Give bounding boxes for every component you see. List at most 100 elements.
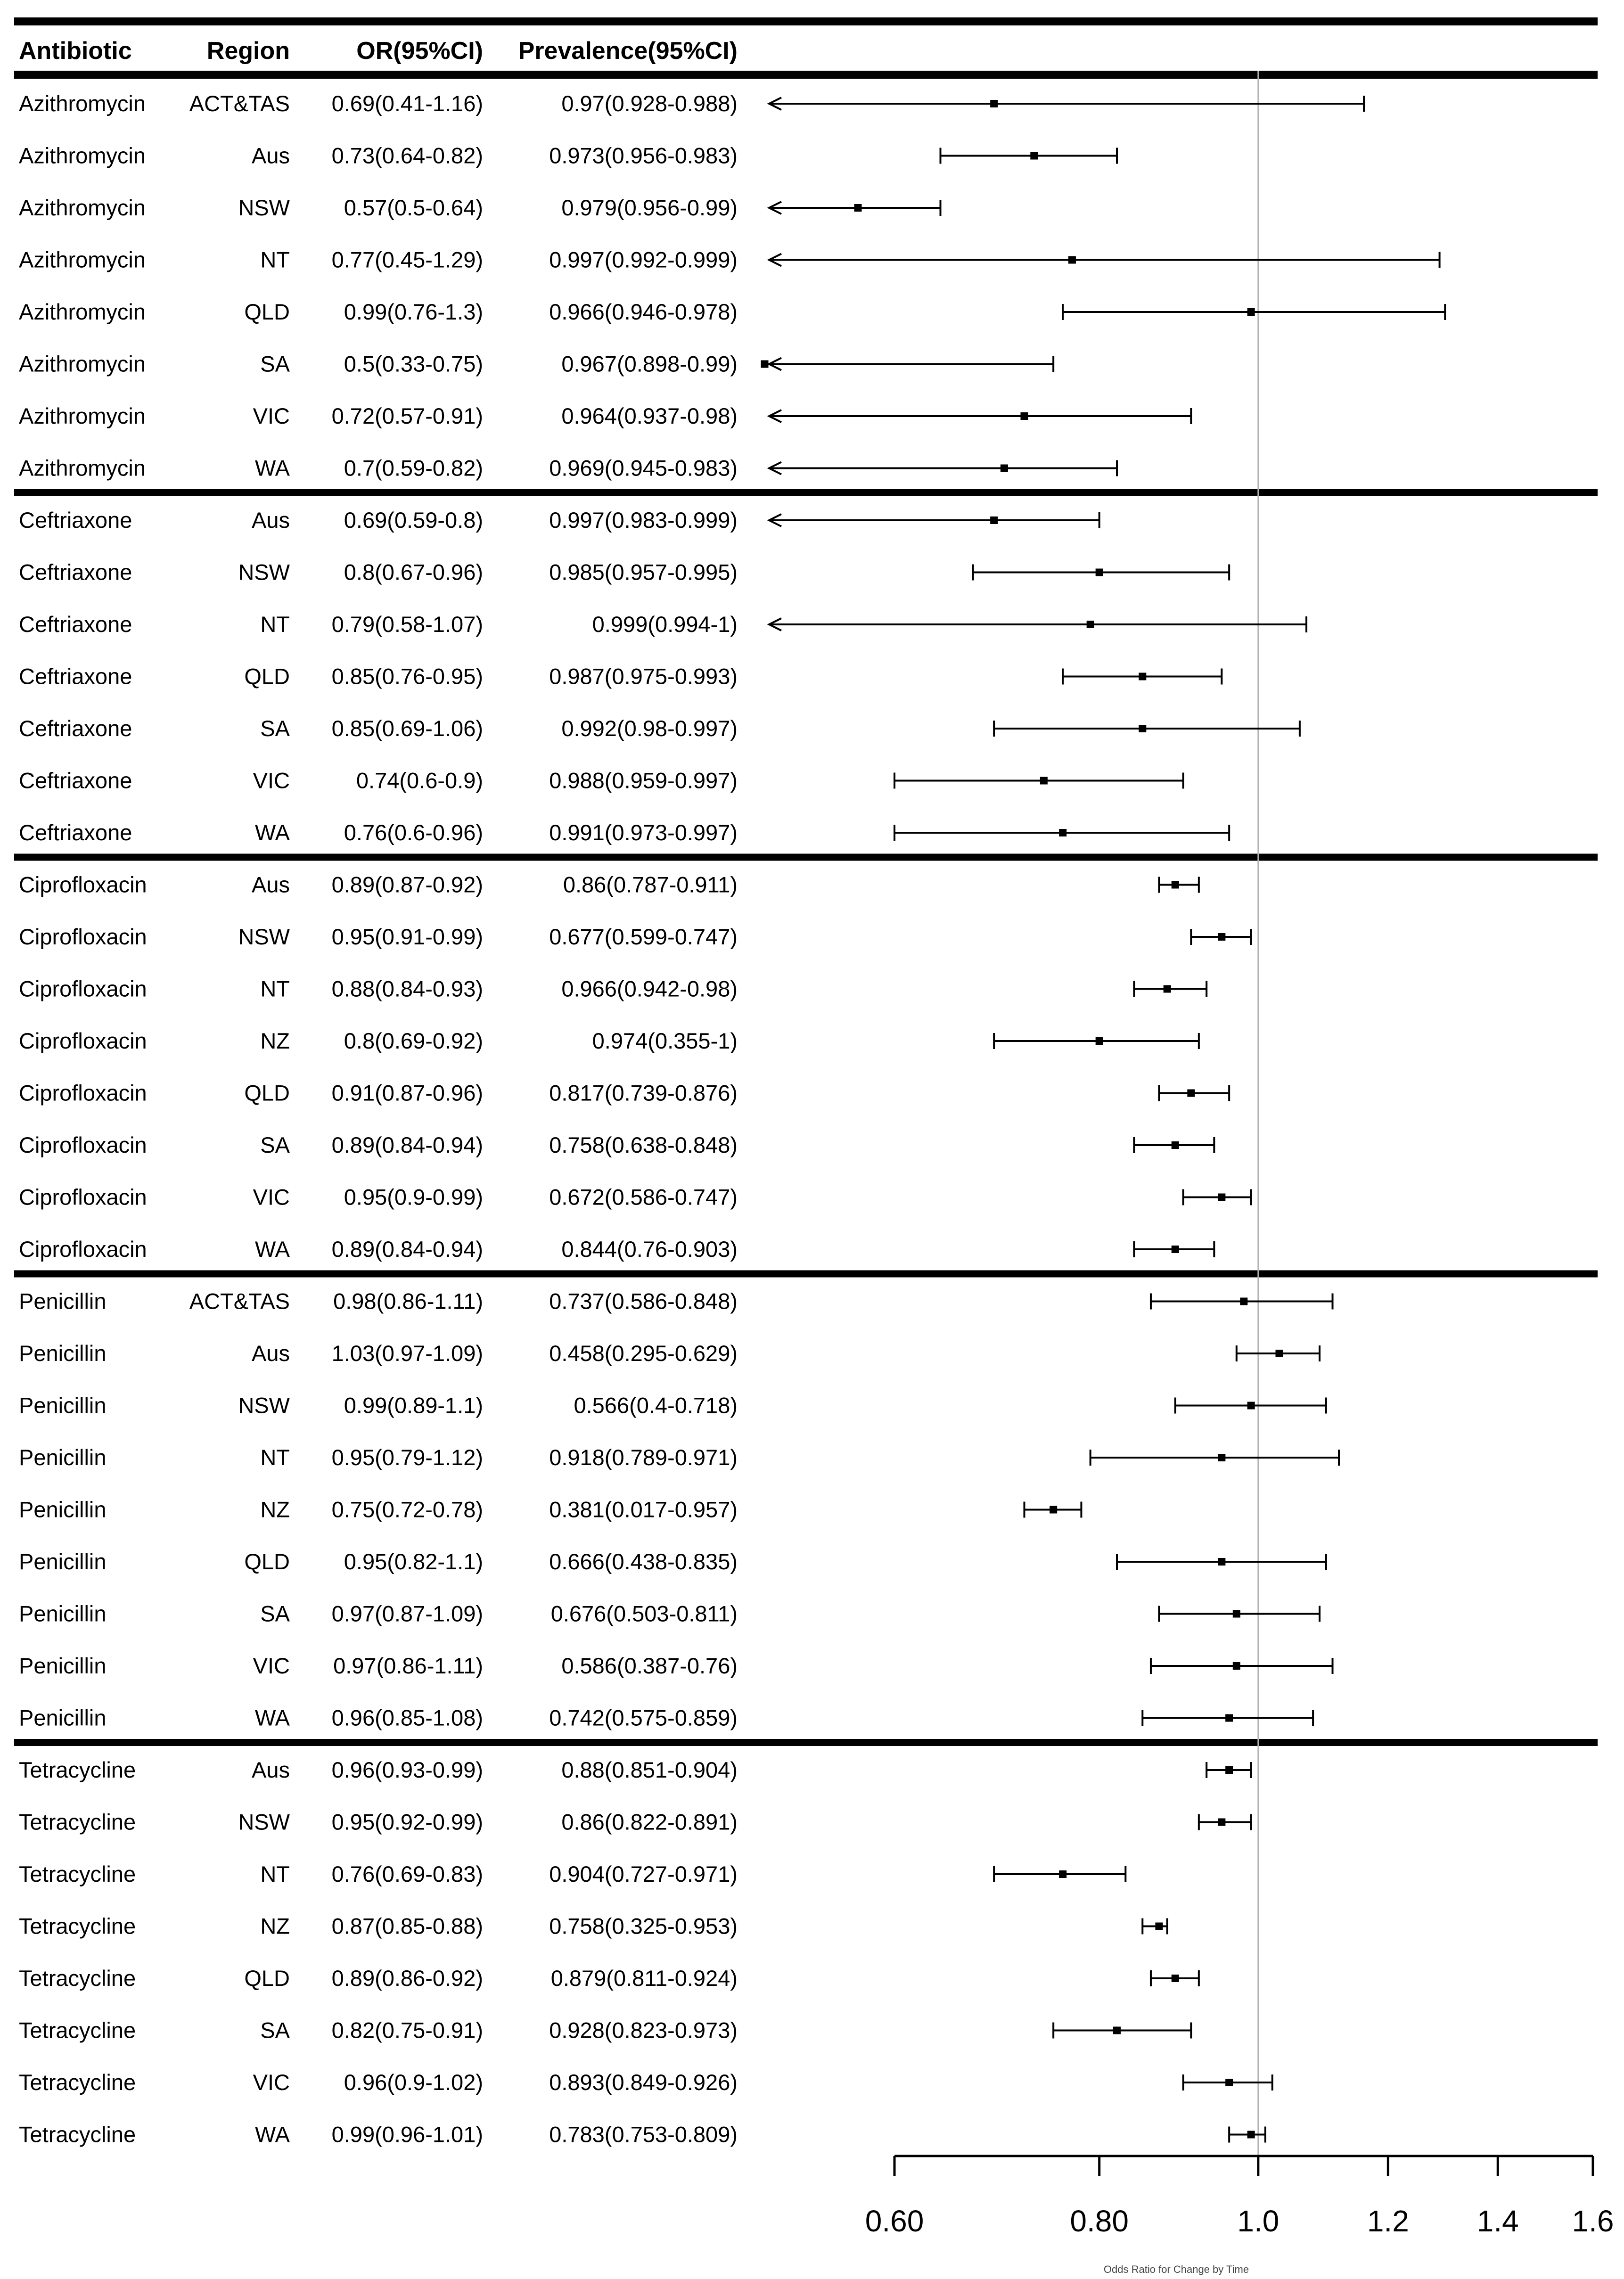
x-tick-label: 1.6 bbox=[1572, 2204, 1614, 2238]
table-row: Ciprofloxacin QLD 0.91(0.87-0.96) 0.817(0.7… bbox=[19, 1081, 1230, 1106]
header-antibiotic: Antibiotic bbox=[19, 37, 132, 65]
prevalence-ci-label: 0.966(0.942-0.98) bbox=[561, 976, 738, 1001]
table-row: Tetracycline QLD 0.89(0.86-0.92) 0.879(0.81… bbox=[19, 1966, 1200, 1991]
prevalence-ci-label: 0.964(0.937-0.98) bbox=[561, 403, 738, 428]
or-ci-label: 0.76(0.6-0.96) bbox=[344, 820, 483, 845]
antibiotic-label: Ceftriaxone bbox=[19, 716, 132, 741]
prevalence-ci-label: 0.566(0.4-0.718) bbox=[574, 1393, 738, 1418]
antibiotic-label: Azithromycin bbox=[19, 403, 146, 428]
prevalence-ci-label: 0.817(0.739-0.876) bbox=[549, 1081, 738, 1106]
point-estimate bbox=[1095, 1037, 1103, 1045]
point-estimate bbox=[1218, 1193, 1226, 1201]
group-separator bbox=[14, 853, 1598, 861]
group-separator bbox=[14, 489, 1598, 496]
or-ci-label: 0.73(0.64-0.82) bbox=[332, 143, 483, 168]
antibiotic-label: Tetracycline bbox=[19, 1861, 136, 1886]
prevalence-ci-label: 0.928(0.823-0.973) bbox=[549, 2018, 738, 2043]
table-row: Azithromycin VIC 0.72(0.57-0.91) 0.964(0.93… bbox=[19, 403, 1192, 428]
point-estimate bbox=[1086, 621, 1094, 628]
or-ci-label: 0.69(0.41-1.16) bbox=[332, 91, 483, 116]
region-label: NSW bbox=[238, 560, 290, 585]
point-estimate bbox=[1059, 1870, 1067, 1878]
region-label: NSW bbox=[238, 924, 290, 949]
antibiotic-label: Penicillin bbox=[19, 1705, 106, 1730]
ci-arrow-left bbox=[767, 513, 782, 527]
prevalence-ci-label: 0.997(0.983-0.999) bbox=[549, 508, 738, 533]
point-estimate bbox=[1155, 1922, 1163, 1930]
table-row: Penicillin ACT&TAS 0.98(0.86-1.11) 0.737(0.… bbox=[19, 1289, 1334, 1314]
region-label: WA bbox=[255, 456, 290, 481]
point-estimate bbox=[1247, 308, 1255, 316]
point-estimate bbox=[1247, 1402, 1255, 1410]
prevalence-ci-label: 0.985(0.957-0.995) bbox=[549, 560, 738, 585]
region-label: QLD bbox=[244, 299, 290, 324]
region-label: ACT&TAS bbox=[189, 1289, 290, 1314]
or-ci-label: 0.99(0.76-1.3) bbox=[344, 299, 483, 324]
antibiotic-label: Tetracycline bbox=[19, 1914, 136, 1939]
point-estimate bbox=[1232, 1662, 1240, 1670]
point-estimate bbox=[1171, 1246, 1179, 1253]
prevalence-ci-label: 0.999(0.994-1) bbox=[592, 612, 738, 637]
point-estimate bbox=[1059, 829, 1067, 836]
prevalence-ci-label: 0.904(0.727-0.971) bbox=[549, 1861, 738, 1886]
region-label: VIC bbox=[253, 2070, 290, 2095]
prevalence-ci-label: 0.88(0.851-0.904) bbox=[561, 1757, 738, 1782]
point-estimate bbox=[990, 516, 998, 524]
region-label: NSW bbox=[238, 195, 290, 220]
region-label: SA bbox=[260, 1132, 290, 1157]
header-prevalence: Prevalence(95%CI) bbox=[518, 37, 738, 65]
region-label: QLD bbox=[244, 664, 290, 689]
table-row: Azithromycin Aus 0.73(0.64-0.82) 0.973(0.95… bbox=[19, 143, 1118, 168]
antibiotic-label: Ciprofloxacin bbox=[19, 976, 147, 1001]
table-row: Penicillin WA 0.96(0.85-1.08) 0.742(0.575-0… bbox=[19, 1705, 1314, 1730]
prevalence-ci-label: 0.97(0.928-0.988) bbox=[561, 91, 738, 116]
or-ci-label: 0.8(0.69-0.92) bbox=[344, 1028, 483, 1053]
point-estimate bbox=[1218, 1454, 1226, 1461]
prevalence-ci-label: 0.992(0.98-0.997) bbox=[561, 716, 738, 741]
point-estimate bbox=[761, 360, 769, 368]
or-ci-label: 0.99(0.96-1.01) bbox=[332, 2122, 483, 2147]
region-label: Aus bbox=[252, 143, 290, 168]
region-label: NT bbox=[260, 1445, 290, 1470]
or-ci-label: 0.5(0.33-0.75) bbox=[344, 352, 483, 377]
or-ci-label: 0.95(0.9-0.99) bbox=[344, 1185, 483, 1210]
region-label: VIC bbox=[253, 1653, 290, 1678]
table-row: Ceftriaxone Aus 0.69(0.59-0.8) 0.997(0.983-… bbox=[19, 508, 1100, 533]
prevalence-ci-label: 0.918(0.789-0.971) bbox=[549, 1445, 738, 1470]
region-label: Aus bbox=[252, 1757, 290, 1782]
ci-arrow-left bbox=[767, 409, 782, 423]
point-estimate bbox=[1218, 1558, 1226, 1566]
point-estimate bbox=[1240, 1297, 1248, 1305]
table-row: Penicillin NT 0.95(0.79-1.12) 0.918(0.789-0… bbox=[19, 1445, 1340, 1470]
table-row: Ceftriaxone VIC 0.74(0.6-0.9) 0.988(0.959-0… bbox=[19, 768, 1184, 793]
region-label: Aus bbox=[252, 872, 290, 897]
table-row: Ciprofloxacin NT 0.88(0.84-0.93) 0.966(0.94… bbox=[19, 976, 1208, 1001]
section-rules bbox=[14, 17, 1598, 1746]
table-row: Ceftriaxone WA 0.76(0.6-0.96) 0.991(0.973-0… bbox=[19, 820, 1230, 845]
prevalence-ci-label: 0.666(0.438-0.835) bbox=[549, 1549, 738, 1574]
region-label: WA bbox=[255, 1705, 290, 1730]
ci-arrow-left bbox=[767, 97, 782, 111]
table-row: Azithromycin SA 0.5(0.33-0.75) 0.967(0.898-… bbox=[19, 352, 1055, 377]
header-or: OR(95%CI) bbox=[356, 37, 483, 65]
or-ci-label: 0.95(0.91-0.99) bbox=[332, 924, 483, 949]
point-estimate bbox=[1171, 881, 1179, 889]
antibiotic-label: Tetracycline bbox=[19, 1757, 136, 1782]
x-tick-label: 0.60 bbox=[865, 2204, 924, 2238]
antibiotic-label: Tetracycline bbox=[19, 1810, 136, 1835]
or-ci-label: 0.7(0.59-0.82) bbox=[344, 456, 483, 481]
x-tick-label: 1.0 bbox=[1237, 2204, 1279, 2238]
or-ci-label: 0.8(0.67-0.96) bbox=[344, 560, 483, 585]
table-row: Ciprofloxacin Aus 0.89(0.87-0.92) 0.86(0.78… bbox=[19, 872, 1200, 897]
prevalence-ci-label: 0.737(0.586-0.848) bbox=[549, 1289, 738, 1314]
or-ci-label: 0.98(0.86-1.11) bbox=[333, 1289, 483, 1314]
or-ci-label: 0.89(0.87-0.92) bbox=[332, 872, 483, 897]
or-ci-label: 0.79(0.58-1.07) bbox=[332, 612, 483, 637]
point-estimate bbox=[854, 204, 862, 212]
antibiotic-label: Azithromycin bbox=[19, 352, 146, 377]
or-ci-label: 0.96(0.9-1.02) bbox=[344, 2070, 483, 2095]
antibiotic-label: Azithromycin bbox=[19, 247, 146, 272]
ci-arrow-left bbox=[767, 253, 782, 267]
antibiotic-label: Penicillin bbox=[19, 1549, 106, 1574]
region-label: VIC bbox=[253, 1185, 290, 1210]
